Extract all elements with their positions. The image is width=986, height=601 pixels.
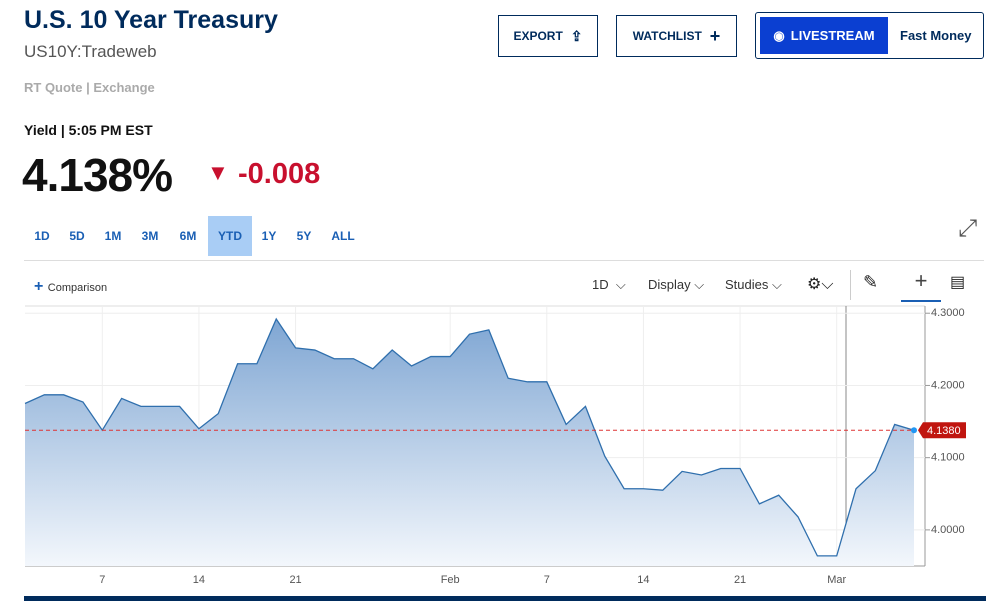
last-price-label: 4.1380 xyxy=(927,425,961,437)
watchlist-label: WATCHLIST xyxy=(632,29,702,43)
area xyxy=(25,319,914,566)
show-label: Fast Money xyxy=(900,28,972,43)
studies[interactable]: Studies ⌵ xyxy=(725,277,782,292)
symbol: US10Y:Tradeweb xyxy=(24,42,157,61)
export-label: EXPORT xyxy=(513,29,563,43)
comparison[interactable]: + Comparison xyxy=(34,278,108,295)
comment-icon[interactable]: ▤ xyxy=(950,274,966,291)
x-tick-label: 7 xyxy=(544,574,550,586)
export-button[interactable]: EXPORT ⇪ xyxy=(498,15,598,57)
x-tick-label: 7 xyxy=(99,574,105,586)
x-tick-label: 21 xyxy=(289,574,301,586)
livestream-button[interactable]: ◉ LIVESTREAM Fast Money xyxy=(755,12,984,59)
studies-label: Studies xyxy=(725,277,769,292)
range-button[interactable]: 5Y xyxy=(296,229,312,243)
crosshair-icon[interactable]: + xyxy=(901,268,941,302)
range-button[interactable]: 6M xyxy=(179,229,197,243)
display[interactable]: Display ⌵ xyxy=(648,277,705,292)
range-button[interactable]: 1M xyxy=(104,229,122,243)
plus-icon: + xyxy=(709,25,721,46)
line xyxy=(24,317,915,557)
expand-icon[interactable]: ⤢ xyxy=(958,215,978,242)
draw-icon[interactable]: ✎ xyxy=(863,272,879,292)
last-price-badge xyxy=(918,422,966,439)
bottom-bar xyxy=(24,596,986,601)
title: U.S. 10 Year Treasury xyxy=(24,6,278,34)
price: 4.138% xyxy=(22,149,173,201)
last-point xyxy=(911,427,917,434)
x-tick-label: 21 xyxy=(734,574,746,586)
source: RT Quote | Exchange xyxy=(24,80,155,95)
range-button[interactable]: 1D xyxy=(34,229,50,243)
y-tick-label: 4.0000 xyxy=(931,524,965,536)
range-button[interactable]: 1Y xyxy=(261,229,277,243)
settings-icon[interactable]: ⚙⌵ xyxy=(807,276,834,293)
livestream-label: LIVESTREAM xyxy=(790,28,875,43)
down-arrow: ▼ xyxy=(207,160,229,185)
interval[interactable]: 1D ⌵ xyxy=(592,277,626,292)
interval-label: 1D xyxy=(592,277,609,292)
export-icon: ⇪ xyxy=(570,27,583,44)
y-tick-label: 4.2000 xyxy=(931,379,965,391)
y-tick-label: 4.3000 xyxy=(931,307,965,319)
display-label: Display xyxy=(648,277,691,292)
x-tick-label: 14 xyxy=(637,574,649,586)
x-tick-label: Feb xyxy=(441,574,460,586)
comparison-label: Comparison xyxy=(47,282,108,294)
range-button[interactable]: 3M xyxy=(141,229,159,243)
quote-label: Yield | 5:05 PM EST xyxy=(24,122,153,138)
range-button[interactable]: 5D xyxy=(69,229,85,243)
x-tick-label: Mar xyxy=(827,574,846,586)
divider xyxy=(24,260,984,261)
x-tick-label: 14 xyxy=(193,574,205,586)
y-tick-label: 4.1000 xyxy=(931,452,965,464)
livestream-tag: ◉ LIVESTREAM xyxy=(760,17,888,54)
range-button[interactable]: ALL xyxy=(331,229,355,243)
change: -0.008 xyxy=(238,158,321,190)
separator xyxy=(850,270,851,300)
range-button[interactable]: YTD xyxy=(208,216,252,256)
watchlist-button[interactable]: WATCHLIST + xyxy=(616,15,737,57)
